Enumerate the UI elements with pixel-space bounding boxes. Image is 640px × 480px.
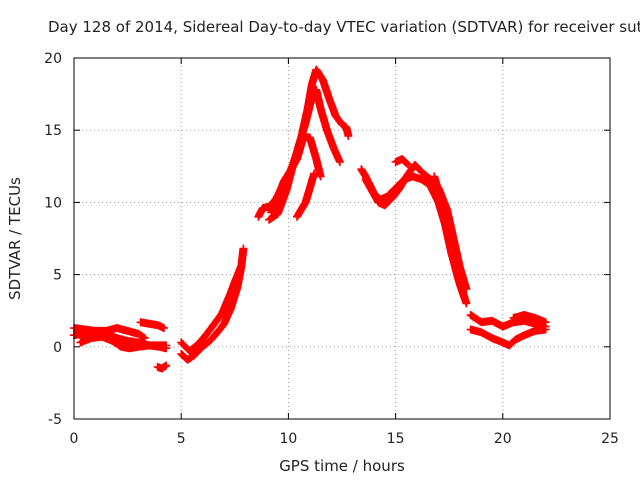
series-track-n bbox=[391, 155, 413, 169]
x-axis-label: GPS time / hours bbox=[279, 457, 405, 475]
x-tick-label: 15 bbox=[387, 431, 405, 447]
data-point-marks bbox=[177, 261, 246, 356]
series-track-k bbox=[293, 169, 319, 221]
series-track-d bbox=[136, 318, 168, 332]
data-points bbox=[70, 65, 550, 373]
y-tick-label: 10 bbox=[44, 195, 62, 211]
data-point-marks bbox=[153, 361, 171, 373]
x-tick-label: 0 bbox=[70, 431, 79, 447]
y-tick-label: 0 bbox=[53, 340, 62, 356]
data-point-marks bbox=[267, 133, 325, 217]
data-point-marks bbox=[466, 311, 550, 331]
y-axis-label: SDTVAR / TECUs bbox=[6, 177, 24, 300]
data-point-marks bbox=[466, 325, 550, 350]
data-point-marks bbox=[136, 318, 168, 332]
data-point-marks bbox=[76, 332, 171, 353]
x-tick-label: 20 bbox=[494, 431, 512, 447]
y-tick-label: -5 bbox=[48, 412, 62, 428]
y-tick-label: 20 bbox=[44, 51, 62, 67]
grid bbox=[74, 58, 610, 419]
plot-frame bbox=[73, 57, 611, 420]
series-track-p bbox=[466, 311, 550, 331]
x-tick-label: 5 bbox=[177, 431, 186, 447]
chart-title: Day 128 of 2014, Sidereal Day-to-day VTE… bbox=[48, 18, 640, 36]
series-track-r bbox=[509, 311, 550, 327]
y-tick-label: 15 bbox=[44, 123, 62, 139]
x-tick-label: 10 bbox=[279, 431, 297, 447]
data-point-marks bbox=[293, 169, 319, 221]
series-track-g bbox=[177, 261, 246, 356]
data-point-marks bbox=[391, 155, 413, 169]
series-track-c bbox=[76, 332, 171, 353]
series-track-j bbox=[267, 133, 325, 217]
series-track-o bbox=[430, 172, 471, 308]
series-track-e bbox=[153, 361, 171, 373]
series-track-q bbox=[466, 325, 550, 350]
data-point-marks bbox=[509, 311, 550, 327]
x-tick-label: 25 bbox=[601, 431, 619, 447]
data-point-marks bbox=[430, 172, 471, 308]
y-tick-label: 5 bbox=[53, 268, 62, 284]
